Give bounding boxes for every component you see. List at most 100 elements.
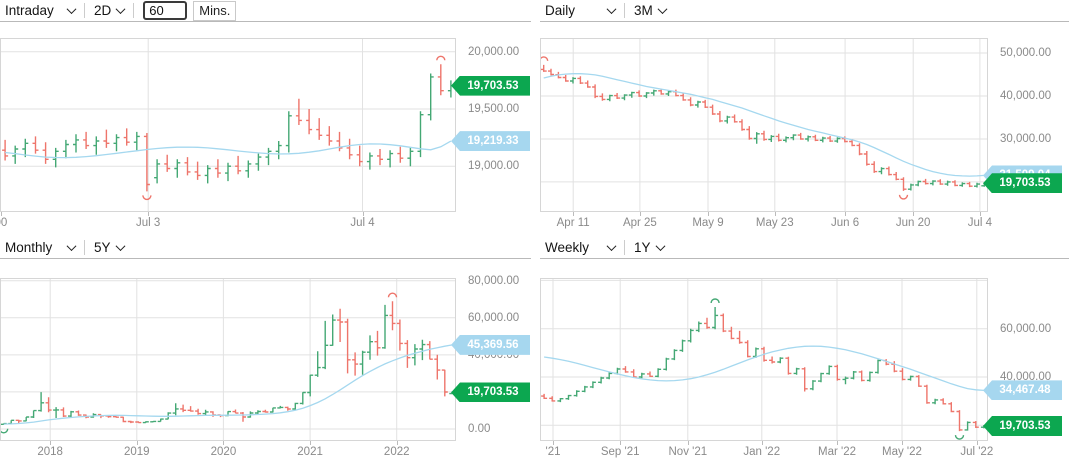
x-axis-label: 00 (0, 217, 8, 229)
price-chart-canvas (0, 278, 456, 441)
range-value: 5Y (94, 240, 111, 255)
x-axis-label: Jun 6 (831, 217, 860, 229)
price-chart-canvas (540, 38, 988, 212)
y-axis: 80,000.0060,000.0040,000.0020,000.000.00… (451, 275, 531, 441)
panel-toolbar: Monthly 5Y (0, 237, 531, 259)
y-axis-label: 0.00 (468, 422, 491, 435)
chart-type-dropdown[interactable]: Monthly (5, 240, 77, 255)
toolbar-divider (624, 240, 625, 255)
x-axis-tick (708, 212, 709, 216)
price-chart[interactable] (540, 278, 988, 441)
x-axis-tick (774, 212, 776, 216)
x-axis-tick (913, 212, 915, 216)
chevron-down-icon (606, 241, 617, 252)
x-axis-label: Mar '22 (818, 446, 857, 458)
x-axis-tick (148, 212, 150, 216)
y-axis-label: 19,000.00 (468, 160, 520, 173)
chart-type-value: Intraday (5, 3, 54, 18)
panel-daily: Daily 3M 50,000.0040,000.0030,000.0020,0… (540, 0, 1069, 231)
x-axis-tick (0, 212, 2, 216)
y-axis-label: 50,000.00 (1000, 47, 1052, 60)
range-value: 2D (94, 3, 112, 18)
x-axis-tick (979, 212, 981, 216)
chart-type-dropdown[interactable]: Weekly (545, 240, 617, 255)
interval-input[interactable] (143, 1, 188, 20)
last-price-badge: 19,703.53 (451, 382, 530, 403)
price-chart-canvas (0, 38, 456, 212)
price-chart[interactable] (0, 38, 456, 212)
x-axis-tick (837, 441, 839, 445)
range-dropdown[interactable]: 2D (94, 3, 126, 18)
x-axis-tick (620, 441, 622, 445)
panel-monthly: Monthly 5Y 80,000.0060,000.0040,000.0020… (0, 237, 531, 465)
x-axis-tick (223, 441, 225, 445)
chevron-down-icon (657, 4, 668, 15)
y-axis: 50,000.0040,000.0030,000.0020,000.0021,5… (983, 38, 1069, 212)
x-axis-label: Apr 11 (556, 217, 590, 229)
chart-type-value: Monthly (5, 240, 53, 255)
x-axis-label: Nov '21 (668, 446, 708, 458)
x-axis-label: Jul 4 (967, 217, 993, 229)
x-axis-label: Jun 20 (895, 217, 931, 229)
x-axis-label: Jul 4 (350, 217, 375, 229)
chart-type-dropdown[interactable]: Intraday (5, 3, 77, 18)
x-axis-tick (573, 212, 575, 216)
chart-type-value: Daily (545, 3, 576, 18)
toolbar-divider (84, 240, 85, 255)
toolbar-divider (133, 3, 135, 18)
x-axis-tick (362, 212, 364, 216)
x-axis-label: Jul '22 (960, 446, 994, 458)
chevron-down-icon (655, 241, 665, 252)
price-chart-canvas (540, 278, 988, 441)
y-axis: 60,000.0040,000.0020,000.0034,467.4819,7… (983, 278, 1069, 441)
y-axis-label: 20,000.00 (468, 45, 520, 58)
interval-unit-label: Mins. (193, 0, 237, 21)
x-axis-label: Apr 25 (622, 217, 657, 229)
x-axis-tick (845, 212, 847, 216)
x-axis-tick (396, 441, 398, 445)
x-axis-label: 2022 (383, 446, 410, 458)
range-dropdown[interactable]: 1Y (634, 240, 665, 255)
price-chart[interactable] (0, 278, 456, 441)
chevron-down-icon (66, 241, 77, 252)
last-price-badge: 19,703.53 (451, 75, 530, 96)
last-price-badge: 19,703.53 (983, 416, 1062, 437)
x-axis-tick (976, 441, 978, 445)
panel-toolbar: Intraday 2D Mins. (0, 0, 531, 22)
y-axis-label: 40,000.00 (1000, 90, 1052, 102)
chart-type-dropdown[interactable]: Daily (545, 3, 617, 18)
x-axis-label: '21 (545, 446, 561, 458)
range-dropdown[interactable]: 3M (634, 3, 668, 18)
x-axis-label: 2019 (124, 446, 150, 458)
x-axis-tick (761, 441, 763, 445)
x-axis: 00 Jul 3 Jul 4 (0, 212, 456, 231)
range-dropdown[interactable]: 5Y (94, 240, 125, 255)
price-chart[interactable] (540, 38, 988, 212)
x-axis-label: May 9 (692, 217, 724, 229)
chevron-down-icon (115, 241, 125, 252)
panel-toolbar: Weekly 1Y (540, 237, 1069, 259)
x-axis-label: Sep '21 (600, 446, 640, 458)
ma-value-badge: 34,467.48 (983, 380, 1062, 401)
x-axis-tick (136, 441, 138, 445)
y-axis-label: 60,000.00 (1000, 322, 1052, 335)
x-axis-tick (901, 441, 903, 445)
last-price-badge: 19,703.53 (983, 173, 1062, 194)
x-axis-tick (687, 441, 689, 445)
toolbar-divider (624, 3, 625, 18)
y-axis-label: 80,000.00 (468, 274, 520, 287)
y-axis-label: 30,000.00 (1000, 132, 1052, 145)
range-value: 3M (634, 3, 653, 18)
x-axis-tick (310, 441, 312, 445)
chevron-down-icon (606, 4, 617, 15)
panel-weekly: Weekly 1Y 60,000.0040,000.0020,000.0034,… (540, 237, 1069, 465)
ma-value-badge: 19,219.33 (451, 131, 530, 152)
ma-value-badge: 45,369.56 (451, 334, 530, 355)
chevron-down-icon (66, 4, 77, 15)
x-axis-label: May 23 (755, 217, 794, 229)
x-axis-label: 2020 (210, 446, 237, 458)
x-axis: 2018 2019 2020 2021 2022 (0, 441, 456, 461)
x-axis: '21 Sep '21 Nov '21 Jan '22 Mar '22 May '22 Ju… (540, 441, 993, 461)
x-axis-label: May '22 (882, 446, 922, 458)
